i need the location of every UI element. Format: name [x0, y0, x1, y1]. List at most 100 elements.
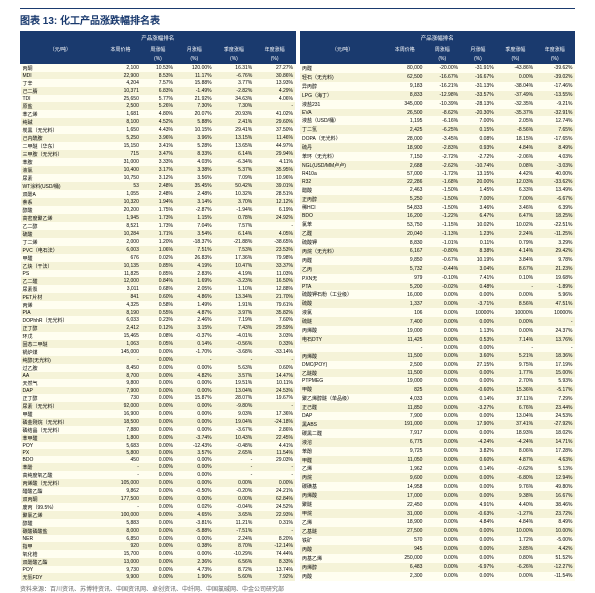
product-name: 碳磺基 [300, 482, 385, 491]
data-cell: 0.00% [424, 290, 460, 299]
data-cell: -3.81% [175, 519, 214, 527]
col-header: (%) [141, 55, 175, 64]
data-cell: 0.00% [175, 550, 214, 558]
data-cell: 20,040 [385, 229, 424, 238]
data-cell: 1,681 [100, 110, 141, 118]
data-cell: 33.37% [254, 262, 295, 270]
data-cell: -6.16% [424, 116, 460, 125]
data-cell: - [254, 463, 295, 471]
data-cell: -1.49% [175, 87, 214, 95]
data-cell: 6.19% [254, 206, 295, 214]
data-cell: 21.70% [254, 293, 295, 301]
data-cell: 0.00% [141, 503, 175, 511]
data-cell: -2.83% [424, 143, 460, 152]
data-cell: 0.00% [496, 326, 535, 335]
data-cell: 4.06% [254, 95, 295, 102]
table-row: 乙二醛12,0000.84%1.69%-3.23%16.50% [21, 277, 296, 285]
data-cell: 5.96% [535, 290, 574, 299]
data-cell: 28.07% [214, 394, 255, 402]
data-cell: -2.62% [424, 161, 460, 170]
data-cell: -0.60% [460, 385, 496, 394]
data-cell: 11.54% [254, 449, 295, 456]
table-row: 正丁醇7300.00%15.87%28.07%19.67% [21, 394, 296, 402]
data-cell: 1.77% [496, 369, 535, 378]
data-cell: 11.46% [254, 134, 295, 142]
data-cell: 0.00% [460, 554, 496, 563]
data-cell: 10.96% [254, 174, 295, 182]
data-cell: 0.00% [141, 348, 175, 356]
data-cell: 10.00% [535, 527, 574, 536]
table-row: PS11,8250.85%2.83%4.19%11.03% [21, 270, 296, 277]
data-cell: 53,750 [385, 220, 424, 229]
col-header: 年度涨幅 [535, 45, 574, 55]
data-cell: 0.60% [460, 456, 496, 465]
data-cell: 0.00% [214, 479, 255, 487]
data-cell: 8.67% [496, 265, 535, 274]
product-name: 电石DTY [300, 335, 385, 344]
data-cell: 0.00% [175, 364, 214, 372]
data-cell: 4.84% [496, 143, 535, 152]
data-cell: 3.97% [214, 309, 255, 316]
data-cell: 4.84% [460, 518, 496, 527]
data-cell: 0.00% [424, 403, 460, 412]
data-cell: 5.93% [535, 377, 574, 385]
col-header: （元/吨） [300, 45, 385, 55]
data-cell: -6.80% [496, 473, 535, 482]
data-cell: 10,320 [100, 198, 141, 206]
tables-container: 产品涨幅排名 （元/吨）本周价格周涨幅月涨幅季度涨幅年度涨幅 (%)(%)(%)… [20, 31, 575, 581]
data-cell: 345,000 [385, 100, 424, 109]
data-cell: 21.92% [175, 95, 214, 102]
table-row: PIA8,1900.55%4.87%3.97%35.82% [21, 309, 296, 316]
data-cell: 10.47% [214, 262, 255, 270]
data-cell: -20.00% [424, 64, 460, 73]
data-cell: 7.04% [175, 222, 214, 230]
table-row: 双丙酮177,5000.00%0.00%0.00%62.84% [21, 495, 296, 503]
data-source: 资料来源：百川资讯、苏博特资讯、中国资讯网、卓创资讯、中纤网、中国氯碱网、中金公… [20, 584, 575, 593]
data-cell: 0.38% [175, 542, 214, 550]
table-row: 硫酸钾8,830-1.01%0.11%0.79%3.29% [300, 238, 575, 247]
data-cell: 17.36% [214, 254, 255, 262]
data-cell: -28.13% [460, 100, 496, 109]
data-cell: 8,830 [385, 238, 424, 247]
data-cell: -4.24% [496, 438, 535, 447]
data-cell: 1.71% [141, 230, 175, 238]
product-name: 天然气 [21, 379, 101, 387]
data-cell: 53 [100, 182, 141, 190]
data-cell: -1.15% [424, 220, 460, 229]
data-cell: 4.80% [141, 110, 175, 118]
data-cell: 13.93% [254, 79, 295, 87]
data-cell: -33.57% [460, 91, 496, 100]
data-cell: 3.85% [496, 545, 535, 554]
product-name: 液盐（USD/桶） [300, 116, 385, 125]
col-header: (%) [254, 55, 295, 64]
data-cell: 24.52% [254, 503, 295, 511]
product-name: 液溶 [300, 438, 385, 447]
data-cell: 16,900 [100, 410, 141, 418]
product-name: 指甲 [21, 542, 101, 550]
data-cell: -1.13% [424, 229, 460, 238]
data-cell: 19,000 [385, 377, 424, 385]
data-cell: 7.19% [214, 316, 255, 324]
data-cell: 24.37% [535, 326, 574, 335]
table-row: 醇酸20,2001.75%-2.87%-1.94%6.19% [21, 206, 296, 214]
product-name: 丙烯醇 [300, 563, 385, 572]
table-row: 乙二醇8,5211.73%7.04%7.57%- [21, 222, 296, 230]
data-cell: 1.45% [460, 186, 496, 195]
data-cell: -5.88% [175, 527, 214, 535]
product-name: 丙酮 [21, 64, 101, 73]
data-cell: 37.41% [496, 420, 535, 429]
data-cell: 3.57% [214, 372, 255, 379]
data-cell: - [100, 463, 141, 471]
table-row: 醋酸2,463-1.50%1.45%6.33%13.49% [300, 186, 575, 195]
data-cell: 0.00% [141, 402, 175, 410]
col-header: (%) [496, 55, 535, 64]
data-cell: 19.04% [214, 418, 255, 426]
data-cell: 4.05% [254, 230, 295, 238]
product-name: 甲醛 [300, 456, 385, 465]
product-name: 环戊 [21, 332, 101, 340]
data-cell: 11,850 [385, 403, 424, 412]
data-cell: 7.29% [535, 394, 574, 403]
data-cell: 10,750 [100, 174, 141, 182]
data-cell: 0.00% [141, 449, 175, 456]
data-cell: 1.06% [141, 246, 175, 254]
